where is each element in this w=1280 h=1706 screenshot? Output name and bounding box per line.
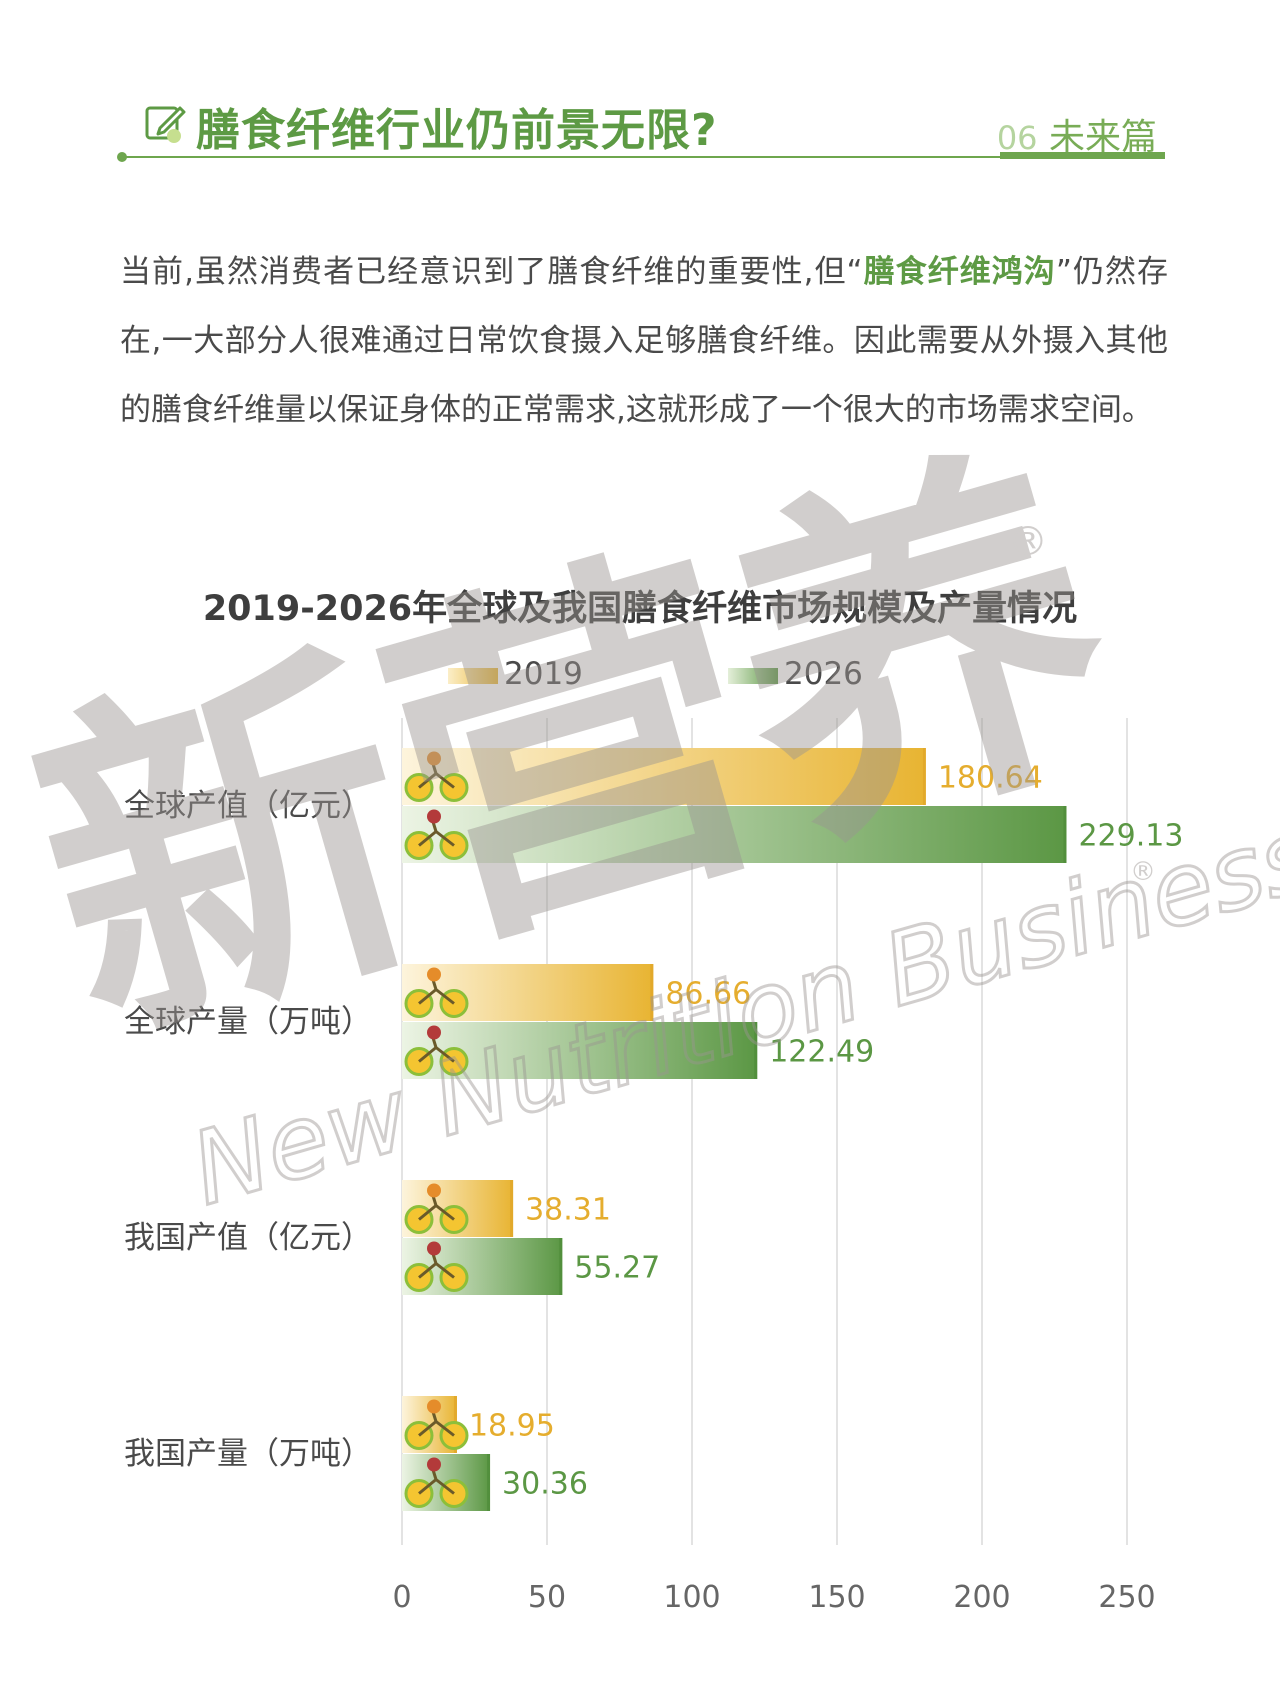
category-label-2: 我国产值（亿元）	[124, 1220, 372, 1256]
bar-chart: 0 50 100 150 200 250 全球产值（亿元） 180.64 229.13 全球产量（…	[124, 718, 1183, 1616]
cyclist-icon-2026-3	[404, 1457, 469, 1508]
value-label-2026-0: 229.13	[1078, 819, 1183, 854]
bar-2019-0	[402, 748, 926, 805]
cyclist-icon-2019-2	[404, 1183, 469, 1234]
chart-title: 2019-2026年全球及我国膳食纤维市场规模及产量情况	[202, 589, 1078, 629]
x-tick-label-0: 0	[392, 1580, 411, 1615]
title-rule	[120, 156, 1165, 158]
x-tick-label-50: 50	[528, 1580, 566, 1615]
section-indicator: 06 未来篇	[997, 108, 1157, 160]
bar-edge-2019-0	[922, 748, 926, 805]
watermark-registered-1: ®	[1008, 519, 1048, 565]
category-label-0: 全球产值（亿元）	[124, 788, 372, 824]
bar-edge-2019-1	[650, 964, 654, 1021]
title-rule-accent	[1000, 152, 1165, 159]
value-label-2019-3: 18.95	[469, 1409, 555, 1444]
labels-layer: 0 50 100 150 200 250 全球产值（亿元） 180.64 229.13 全球产量（…	[124, 761, 1183, 1616]
bar-edge-2026-0	[1063, 806, 1067, 863]
x-tick-label-250: 250	[1098, 1580, 1155, 1615]
intro-text-before: 当前,虽然消费者已经意识到了膳食纤维的重要性,但“	[120, 254, 863, 290]
value-label-2019-0: 180.64	[938, 761, 1043, 796]
bars-layer	[402, 748, 1067, 1511]
legend-swatch-2026	[728, 668, 778, 684]
rider-icon	[427, 1241, 441, 1256]
legend-label-2026: 2026	[784, 656, 863, 692]
value-label-2026-1: 122.49	[769, 1035, 874, 1070]
intro-highlight: 膳食纤维鸿沟	[862, 254, 1056, 290]
bar-edge-2026-1	[754, 1022, 758, 1079]
value-label-2019-1: 86.66	[665, 977, 751, 1012]
category-label-1: 全球产量（万吨）	[124, 1004, 372, 1040]
rider-icon	[427, 1399, 441, 1414]
intro-paragraph: 当前,虽然消费者已经意识到了膳食纤维的重要性,但“膳食纤维鸿沟”仍然存在,一大部…	[120, 238, 1168, 445]
rider-icon	[427, 967, 441, 982]
x-tick-label-100: 100	[663, 1580, 720, 1615]
section-number: 06	[996, 119, 1038, 157]
category-label-3: 我国产量（万吨）	[124, 1436, 372, 1472]
x-tick-label-200: 200	[953, 1580, 1010, 1615]
legend-swatch-2019	[448, 668, 498, 684]
legend-label-2019: 2019	[504, 656, 583, 692]
page-title: 膳食纤维行业仍前景无限?	[196, 105, 718, 156]
value-label-2026-2: 55.27	[574, 1251, 660, 1286]
rider-icon	[427, 1025, 441, 1040]
cyclist-icon-2026-1	[404, 1025, 469, 1076]
section-name: 未来篇	[1048, 117, 1157, 158]
bar-edge-2019-2	[510, 1180, 514, 1237]
bar-2026-0	[402, 806, 1067, 863]
intro-text-after: ”仍然存在,一大部分人很难通过日常饮食摄入足够膳食纤维。因此需要从外摄入其他的膳…	[120, 254, 1169, 428]
cyclist-icon-2026-2	[404, 1241, 469, 1292]
title-rule-dot	[117, 152, 127, 162]
rider-icon	[427, 1457, 441, 1472]
cyclist-icon-2026-0	[404, 809, 469, 860]
bar-edge-2026-3	[487, 1454, 491, 1511]
value-label-2026-3: 30.36	[502, 1467, 588, 1502]
rider-icon	[427, 1183, 441, 1198]
edit-note-icon	[145, 106, 186, 143]
page-header: 膳食纤维行业仍前景无限? 06 未来篇	[117, 88, 1165, 168]
x-tick-label-150: 150	[808, 1580, 865, 1615]
cyclist-icon-2019-3	[404, 1399, 469, 1450]
rider-icon	[427, 751, 441, 766]
bar-edge-2026-2	[559, 1238, 563, 1295]
value-label-2019-2: 38.31	[525, 1193, 611, 1228]
cyclist-icon-2019-0	[404, 751, 469, 802]
rider-icon	[427, 809, 441, 824]
cyclist-icon-2019-1	[404, 967, 469, 1018]
